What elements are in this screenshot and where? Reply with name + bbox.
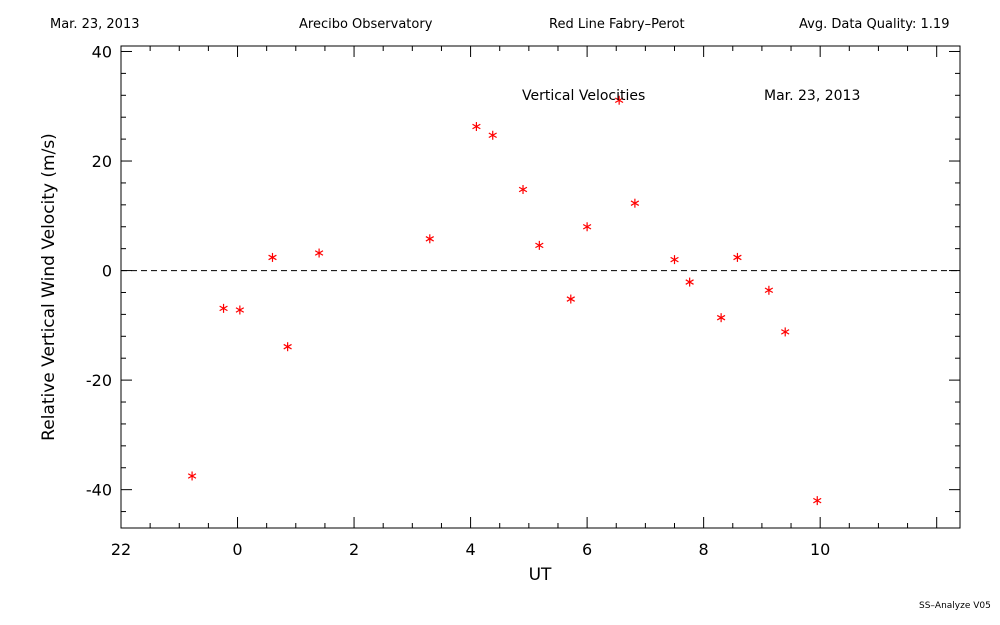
data-point <box>472 122 481 132</box>
y-tick-label: 20 <box>92 152 112 171</box>
data-point <box>518 185 528 195</box>
header-observatory: Arecibo Observatory <box>299 17 433 32</box>
x-tick-label: 2 <box>349 540 359 559</box>
data-point <box>630 198 640 208</box>
data-point <box>685 277 694 287</box>
data-point <box>314 248 324 258</box>
data-point <box>733 252 742 262</box>
data-point <box>813 496 822 506</box>
x-tick-label: 8 <box>699 540 709 559</box>
data-point <box>764 285 774 295</box>
data-point <box>425 234 434 244</box>
data-point <box>716 313 726 323</box>
x-tick-label: 22 <box>111 540 131 559</box>
header-data-quality: Avg. Data Quality: 1.19 <box>799 17 950 32</box>
data-points <box>187 95 822 506</box>
x-tick-label: 0 <box>232 540 242 559</box>
data-point <box>187 471 197 481</box>
y-axis-label: Relative Vertical Wind Velocity (m/s) <box>39 133 59 441</box>
data-point <box>670 255 679 265</box>
y-tick-label: 0 <box>102 262 112 281</box>
x-tick-label: 6 <box>582 540 592 559</box>
data-point <box>488 130 497 140</box>
data-point <box>283 342 292 352</box>
chart-title: Vertical Velocities <box>522 88 645 104</box>
axis-ticks: 22 0 2 4 6 8 10 -40 -20 0 20 40 <box>86 42 960 559</box>
software-version: SS–Analyze V05 <box>919 601 991 611</box>
data-point <box>781 327 790 337</box>
y-tick-label: -40 <box>86 481 112 500</box>
data-point <box>268 252 277 262</box>
data-point <box>235 305 245 315</box>
data-point <box>535 240 544 250</box>
header-date: Mar. 23, 2013 <box>50 17 140 32</box>
chart-subtitle: Mar. 23, 2013 <box>764 88 860 104</box>
x-axis-label: UT <box>529 565 552 585</box>
data-point <box>614 95 624 105</box>
header-instrument: Red Line Fabry–Perot <box>549 17 685 32</box>
data-point <box>219 303 228 313</box>
x-tick-label: 4 <box>465 540 475 559</box>
data-point <box>582 222 592 232</box>
data-point <box>566 294 575 304</box>
y-tick-label: 40 <box>92 42 112 61</box>
plot-frame <box>120 45 961 529</box>
y-tick-label: -20 <box>86 371 112 390</box>
x-tick-label: 10 <box>810 540 830 559</box>
